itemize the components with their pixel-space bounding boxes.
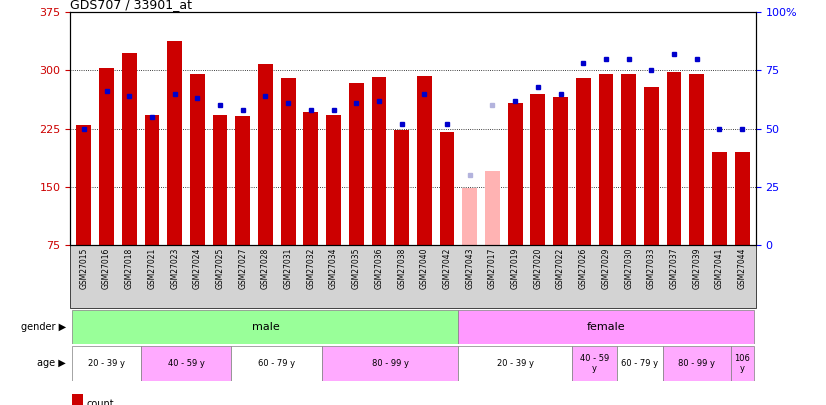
Text: 80 - 99 y: 80 - 99 y (678, 359, 715, 368)
Bar (394, 130, 409, 245)
Text: 80 - 99 y: 80 - 99 y (372, 359, 409, 368)
Bar (122, 53, 136, 245)
Bar (439, 132, 454, 245)
Bar (140, 346, 231, 381)
Bar (167, 41, 182, 245)
Bar (458, 310, 753, 344)
Bar (662, 346, 731, 381)
Text: female: female (586, 322, 625, 332)
Text: 106
y: 106 y (734, 354, 750, 373)
Bar (644, 87, 659, 245)
Bar (212, 115, 227, 245)
Bar (73, 394, 83, 405)
Bar (458, 346, 572, 381)
Bar (572, 346, 617, 381)
Bar (77, 126, 91, 245)
Bar (326, 115, 341, 245)
Text: gender ▶: gender ▶ (21, 322, 66, 332)
Bar (712, 152, 727, 245)
Text: 60 - 79 y: 60 - 79 y (621, 359, 658, 368)
Bar (303, 112, 318, 245)
Text: male: male (252, 322, 279, 332)
Bar (667, 72, 681, 245)
Bar (231, 346, 322, 381)
Bar (258, 64, 273, 245)
Bar (281, 78, 296, 245)
Bar (463, 188, 477, 245)
Bar (417, 76, 432, 245)
Bar (599, 74, 614, 245)
Bar (735, 152, 749, 245)
Bar (349, 83, 363, 245)
Bar (690, 74, 704, 245)
Bar (731, 346, 753, 381)
Text: 20 - 39 y: 20 - 39 y (496, 359, 534, 368)
Bar (530, 94, 545, 245)
Bar (145, 115, 159, 245)
Bar (617, 346, 662, 381)
Bar (322, 346, 458, 381)
Text: 60 - 79 y: 60 - 79 y (259, 359, 296, 368)
Bar (99, 68, 114, 245)
Bar (235, 116, 250, 245)
Bar (190, 74, 205, 245)
Bar (621, 74, 636, 245)
Bar (73, 310, 458, 344)
Bar (553, 97, 568, 245)
Text: 40 - 59
y: 40 - 59 y (580, 354, 610, 373)
Text: 40 - 59 y: 40 - 59 y (168, 359, 204, 368)
Bar (576, 78, 591, 245)
Text: GDS707 / 33901_at: GDS707 / 33901_at (70, 0, 192, 11)
Bar (372, 77, 387, 245)
Text: count: count (87, 399, 114, 405)
Bar (485, 171, 500, 245)
Text: age ▶: age ▶ (37, 358, 66, 369)
Text: 20 - 39 y: 20 - 39 y (88, 359, 125, 368)
Bar (73, 346, 140, 381)
Bar (508, 103, 523, 245)
